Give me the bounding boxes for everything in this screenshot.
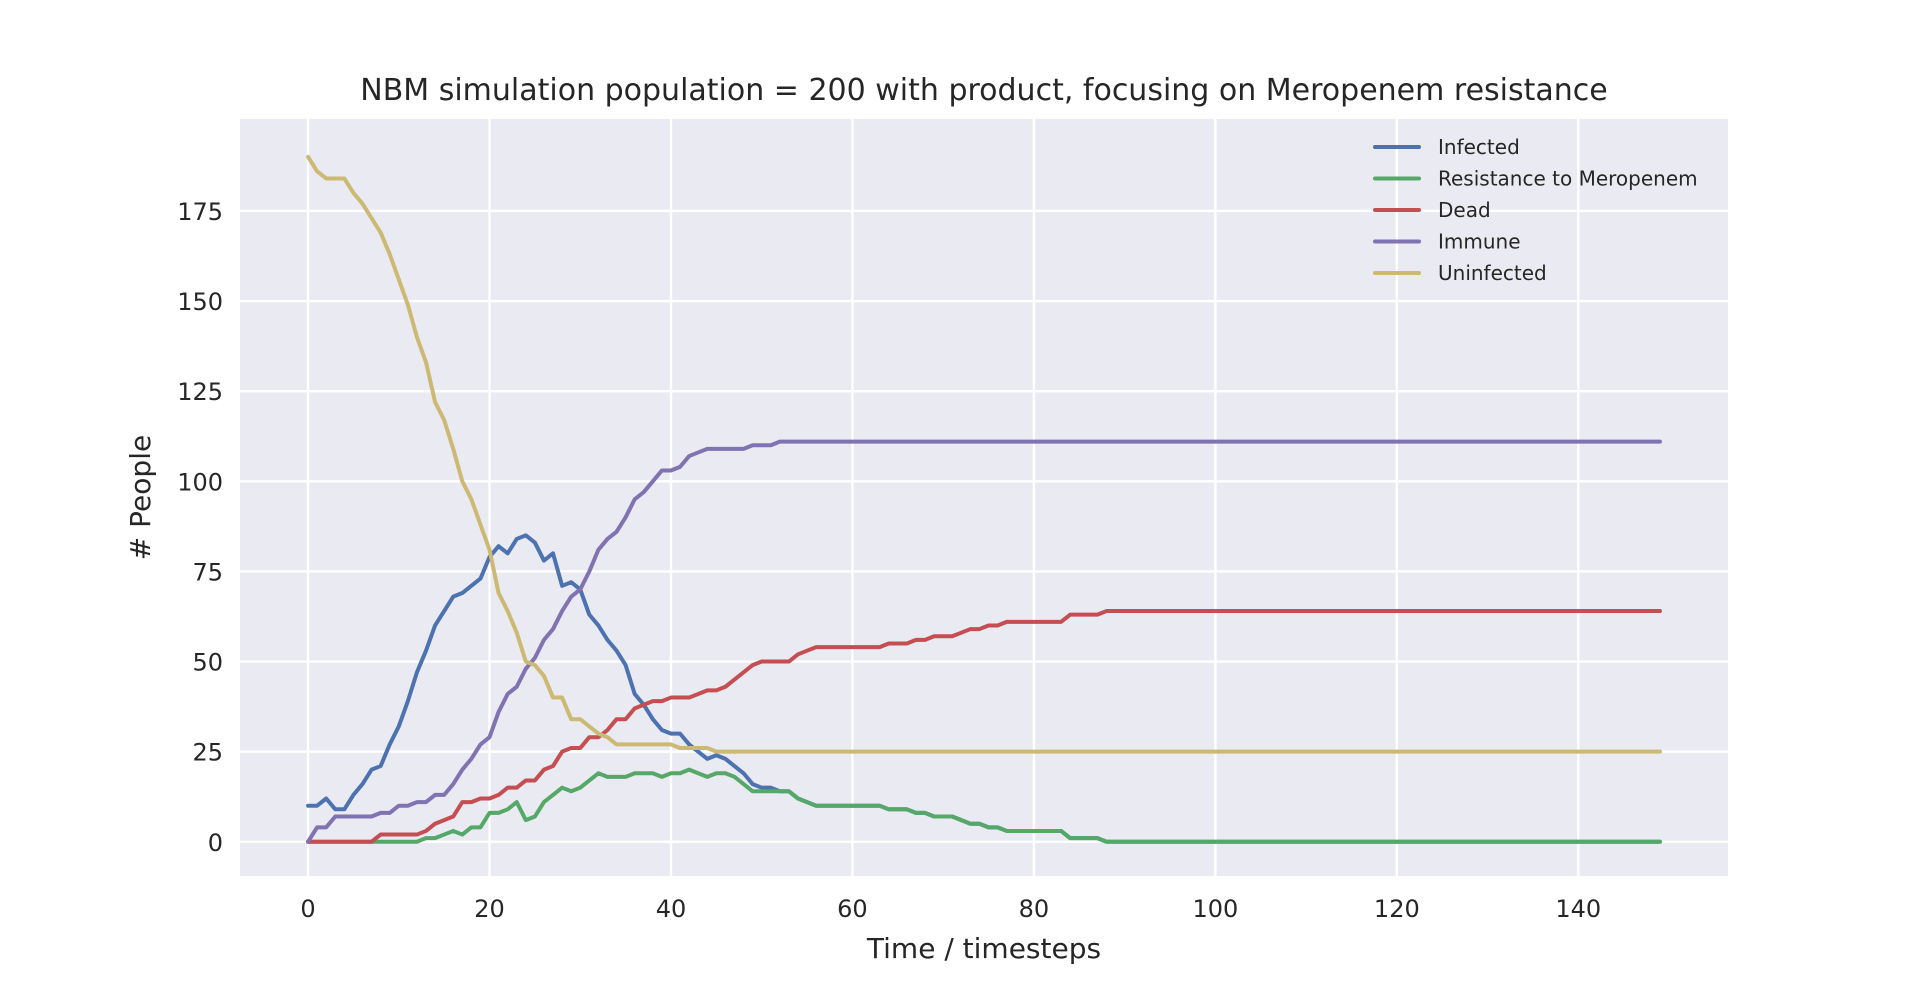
- x-tick-label: 60: [837, 895, 868, 923]
- series-line-dead: [306, 609, 1662, 844]
- legend-label: Resistance to Meropenem: [1438, 167, 1698, 191]
- ticks: 0 20 40 60 80 100 120 140 0 25 50 75 100 125 150 175: [177, 198, 1601, 923]
- legend: Infected Resistance to Meropenem Dead Immun…: [1373, 135, 1698, 285]
- x-tick-label: 120: [1374, 895, 1420, 923]
- x-axis-label: Time / timesteps: [866, 932, 1101, 965]
- series-line-resistance-to-meropenem: [306, 767, 1662, 844]
- y-tick-label: 150: [177, 288, 223, 316]
- legend-label: Dead: [1438, 198, 1491, 222]
- y-axis-label: # People: [124, 435, 157, 560]
- x-tick-label: 0: [300, 895, 315, 923]
- series-line-immune: [306, 439, 1662, 844]
- y-tick-label: 75: [192, 558, 223, 586]
- y-tick-label: 50: [192, 649, 223, 677]
- x-tick-label: 20: [474, 895, 505, 923]
- y-tick-label: 25: [192, 739, 223, 767]
- x-tick-label: 100: [1192, 895, 1238, 923]
- series-line-uninfected: [306, 154, 1662, 754]
- chart-title: NBM simulation population = 200 with pro…: [360, 73, 1607, 108]
- y-tick-label: 100: [177, 468, 223, 496]
- x-tick-label: 40: [656, 895, 687, 923]
- x-tick-label: 80: [1019, 895, 1050, 923]
- legend-label: Uninfected: [1438, 261, 1547, 285]
- legend-label: Infected: [1438, 135, 1520, 159]
- y-tick-label: 175: [177, 198, 223, 226]
- y-tick-label: 0: [208, 829, 223, 857]
- legend-label: Immune: [1438, 230, 1521, 254]
- x-tick-label: 140: [1555, 895, 1601, 923]
- y-tick-label: 125: [177, 378, 223, 406]
- series-lines: [306, 154, 1662, 844]
